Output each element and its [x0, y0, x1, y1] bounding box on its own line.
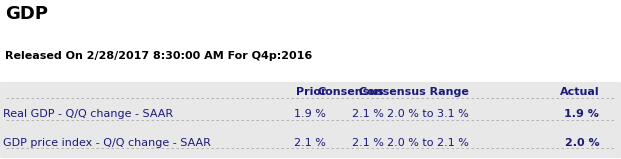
Text: Actual: Actual	[560, 87, 599, 97]
FancyBboxPatch shape	[0, 82, 621, 158]
Text: 2.0 %: 2.0 %	[564, 138, 599, 148]
Text: GDP: GDP	[5, 5, 48, 23]
Text: 1.9 %: 1.9 %	[294, 109, 326, 119]
Text: Consensus: Consensus	[317, 87, 384, 97]
Text: 1.9 %: 1.9 %	[564, 109, 599, 119]
Text: Real GDP - Q/Q change - SAAR: Real GDP - Q/Q change - SAAR	[3, 109, 173, 119]
Text: 2.0 % to 2.1 %: 2.0 % to 2.1 %	[387, 138, 469, 148]
Text: Released On 2/28/2017 8:30:00 AM For Q4p:2016: Released On 2/28/2017 8:30:00 AM For Q4p…	[5, 51, 312, 61]
Text: 2.1 %: 2.1 %	[352, 109, 384, 119]
Text: GDP price index - Q/Q change - SAAR: GDP price index - Q/Q change - SAAR	[3, 138, 211, 148]
Text: Consensus Range: Consensus Range	[359, 87, 469, 97]
Text: 2.1 %: 2.1 %	[294, 138, 326, 148]
Text: 2.1 %: 2.1 %	[352, 138, 384, 148]
Text: 2.0 % to 3.1 %: 2.0 % to 3.1 %	[387, 109, 469, 119]
Text: Prior: Prior	[296, 87, 326, 97]
